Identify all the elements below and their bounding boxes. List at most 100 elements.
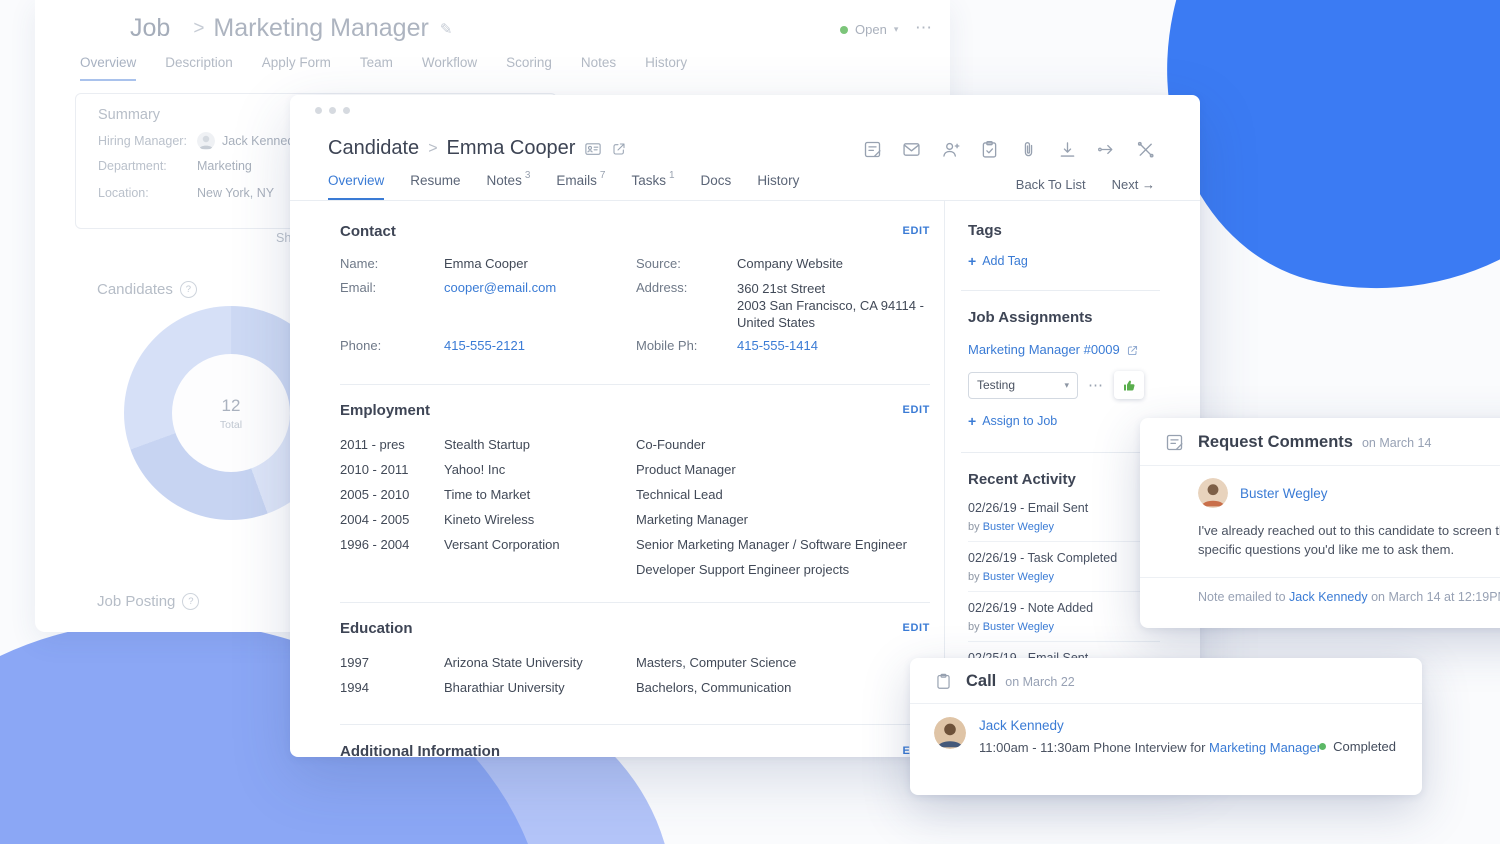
email-link[interactable]: cooper@email.com xyxy=(444,280,556,295)
contact-name-value: Emma Cooper xyxy=(444,256,636,272)
call-person-link[interactable]: Jack Kennedy xyxy=(979,718,1064,733)
activity-item: 02/26/19 - Email Sent by Buster Wegley xyxy=(968,492,1160,542)
job-tab-history[interactable]: History xyxy=(645,55,687,81)
assigned-job-link[interactable]: Marketing Manager #0009 xyxy=(968,341,1120,359)
employment-row: 2004 - 2005 Kineto Wireless Marketing Ma… xyxy=(340,507,930,532)
thumbs-up-icon xyxy=(1122,378,1137,393)
attachment-icon[interactable] xyxy=(1018,139,1039,160)
job-status-label: Open xyxy=(855,22,887,37)
chevron-down-icon: ▾ xyxy=(894,24,899,35)
user-icon[interactable] xyxy=(940,139,961,160)
education-section: Education EDIT 1997 Arizona State Univer… xyxy=(290,603,944,725)
education-edit-button[interactable]: EDIT xyxy=(903,622,930,634)
edit-pencil-icon[interactable]: ✎ xyxy=(440,20,453,38)
summary-more-link[interactable]: Sh xyxy=(276,231,291,245)
comment-footer: Note emailed to Jack Kennedy on March 14… xyxy=(1140,577,1500,604)
recent-activity-section: Recent Activity 02/26/19 - Email Sent by… xyxy=(961,453,1160,673)
call-detail: 11:00am - 11:30am Phone Interview for Ma… xyxy=(979,739,1321,756)
job-tab-notes[interactable]: Notes xyxy=(581,55,616,81)
contact-section: Contact EDIT Name: Emma Cooper Source: C… xyxy=(290,201,944,385)
next-button[interactable]: Next → xyxy=(1112,177,1155,192)
breadcrumb-job[interactable]: Job xyxy=(80,14,184,43)
tab-tasks[interactable]: Tasks1 xyxy=(631,173,674,200)
call-status: Completed xyxy=(1319,739,1396,754)
job-tab-workflow[interactable]: Workflow xyxy=(422,55,477,81)
tab-notes[interactable]: Notes3 xyxy=(487,173,531,200)
plus-icon: + xyxy=(968,253,976,270)
tags-title: Tags xyxy=(968,222,1160,240)
resume-card-icon[interactable] xyxy=(584,140,602,158)
activity-item: 02/26/19 - Task Completed by Buster Wegl… xyxy=(968,542,1160,592)
contact-row: Email: cooper@email.com Address: 360 21s… xyxy=(340,280,930,331)
job-posting-section-title: Job Posting ? xyxy=(97,593,199,610)
job-tab-description[interactable]: Description xyxy=(165,55,233,81)
hiring-manager-value[interactable]: Jack Kennedy xyxy=(222,134,301,148)
call-date: on March 22 xyxy=(1005,675,1074,689)
back-to-list-button[interactable]: Back To List xyxy=(1016,177,1086,192)
open-in-new-icon[interactable] xyxy=(611,141,627,157)
window-dots xyxy=(315,107,350,114)
employment-section: Employment EDIT 2011 - pres Stealth Star… xyxy=(290,385,944,603)
tab-emails[interactable]: Emails7 xyxy=(556,173,605,200)
employment-title: Employment xyxy=(340,402,430,419)
contact-edit-button[interactable]: EDIT xyxy=(903,225,930,237)
tab-resume[interactable]: Resume xyxy=(410,173,460,200)
call-job-link[interactable]: Marketing Manager xyxy=(1209,740,1321,755)
help-icon[interactable]: ? xyxy=(182,593,199,610)
summary-row-department: Department: Marketing xyxy=(98,159,252,173)
tasks-icon[interactable] xyxy=(979,139,1000,160)
stage-select[interactable]: Testing ▾ xyxy=(968,372,1078,399)
job-tab-overview[interactable]: Overview xyxy=(80,55,136,81)
open-in-new-icon[interactable] xyxy=(1126,344,1139,357)
employment-row: 2011 - pres Stealth Startup Co-Founder xyxy=(340,432,930,457)
education-row: 1994 Bharathiar University Bachelors, Co… xyxy=(340,675,930,700)
education-title: Education xyxy=(340,620,413,637)
email-icon[interactable] xyxy=(901,139,922,160)
request-comments-date: on March 14 xyxy=(1362,436,1431,450)
job-tab-scoring[interactable]: Scoring xyxy=(506,55,552,81)
chevron-down-icon: ▾ xyxy=(1064,380,1069,391)
tab-overview[interactable]: Overview xyxy=(328,173,384,200)
add-tag-button[interactable]: + Add Tag xyxy=(968,253,1160,270)
candidate-main: Contact EDIT Name: Emma Cooper Source: C… xyxy=(290,201,944,757)
forward-icon[interactable] xyxy=(1096,139,1117,160)
donut-total-label: Total xyxy=(220,419,242,431)
help-icon[interactable]: ? xyxy=(180,281,197,298)
summary-row-hiring-manager: Hiring Manager: Jack Kennedy xyxy=(98,132,301,150)
job-breadcrumb: Job > Marketing Manager ✎ xyxy=(80,14,452,43)
candidate-toolbar xyxy=(862,139,1156,160)
mobile-phone-link[interactable]: 415-555-1414 xyxy=(737,338,818,353)
breadcrumb-candidate[interactable]: Candidate xyxy=(328,137,419,160)
plus-icon: + xyxy=(968,413,976,430)
footer-user-link[interactable]: Jack Kennedy xyxy=(1289,590,1368,604)
breadcrumb-separator: > xyxy=(428,140,437,158)
tools-icon[interactable] xyxy=(1135,139,1156,160)
activity-user-link[interactable]: Buster Wegley xyxy=(983,521,1054,533)
thumbs-up-button[interactable] xyxy=(1114,371,1144,399)
stage-more-button[interactable]: ⋯ xyxy=(1088,376,1104,394)
tab-docs[interactable]: Docs xyxy=(701,173,732,200)
assign-to-job-button[interactable]: + Assign to Job xyxy=(968,413,1160,430)
activity-user-link[interactable]: Buster Wegley xyxy=(983,621,1054,633)
job-tab-team[interactable]: Team xyxy=(360,55,393,81)
download-icon[interactable] xyxy=(1057,139,1078,160)
note-icon[interactable] xyxy=(862,139,883,160)
tab-history[interactable]: History xyxy=(757,173,799,200)
job-status-dropdown[interactable]: Open ▾ xyxy=(840,22,898,37)
location-value: New York, NY xyxy=(197,186,274,200)
additional-info-title: Additional Information xyxy=(340,743,500,758)
job-assignments-section: Job Assignments Marketing Manager #0009 … xyxy=(961,291,1160,453)
job-title: Marketing Manager xyxy=(213,14,428,43)
note-icon xyxy=(1164,432,1185,453)
candidate-breadcrumb: Candidate > Emma Cooper xyxy=(328,137,627,160)
employment-edit-button[interactable]: EDIT xyxy=(903,404,930,416)
education-row: 1997 Arizona State University Masters, C… xyxy=(340,650,930,675)
job-more-button[interactable]: ⋯ xyxy=(915,18,933,38)
comment-author-link[interactable]: Buster Wegley xyxy=(1240,486,1328,501)
task-icon xyxy=(934,672,953,691)
activity-user-link[interactable]: Buster Wegley xyxy=(983,571,1054,583)
job-assignments-title: Job Assignments xyxy=(968,309,1160,327)
donut-total-value: 12 xyxy=(222,396,241,416)
job-tab-apply-form[interactable]: Apply Form xyxy=(262,55,331,81)
phone-link[interactable]: 415-555-2121 xyxy=(444,338,525,353)
